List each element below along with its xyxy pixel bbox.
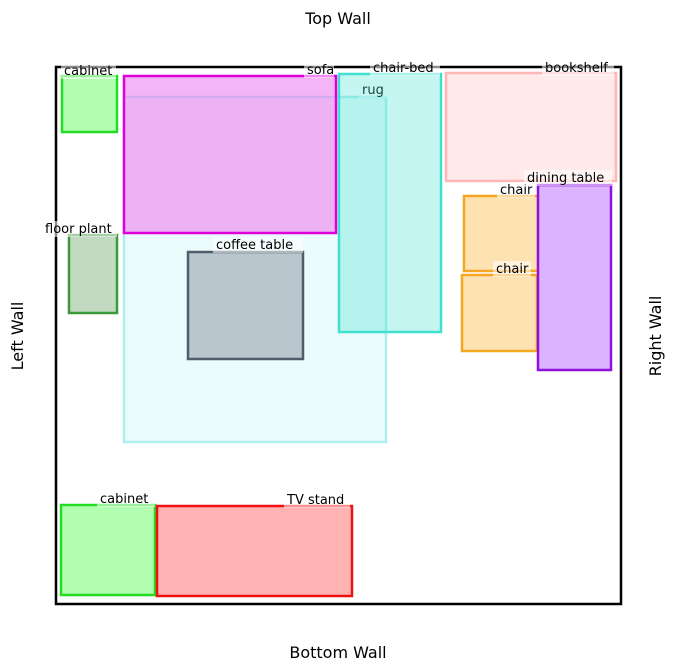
rug-label: rug xyxy=(362,83,384,98)
furniture-layer: rug sofa chair-bed bookshelf cabinet floor pl… xyxy=(42,60,618,598)
chair-bed-rect xyxy=(337,72,443,334)
furniture-cabinet-top: cabinet xyxy=(60,63,119,134)
floor-plant-label: floor plant xyxy=(45,222,112,237)
tv-stand-label-bg xyxy=(284,492,350,508)
dining-table-label: dining table xyxy=(527,171,604,186)
furniture-sofa: sofa xyxy=(122,62,338,235)
sofa-label-bg xyxy=(304,62,334,78)
top-wall-label: Top Wall xyxy=(304,9,371,28)
cabinet-bottom-label: cabinet xyxy=(100,492,148,507)
cabinet-top-label: cabinet xyxy=(64,64,112,79)
furniture-floor-plant: floor plant xyxy=(42,221,119,315)
coffee-table-label: coffee table xyxy=(216,238,293,253)
floor-plant-label-bg xyxy=(42,221,117,237)
dining-table-label-bg xyxy=(524,170,612,186)
cabinet-bottom-rect xyxy=(59,503,157,597)
floor-plant-rect xyxy=(67,233,119,315)
cabinet-top-label-bg xyxy=(61,63,116,79)
bookshelf-label: bookshelf xyxy=(545,61,608,76)
left-wall-label: Left Wall xyxy=(8,302,27,371)
chair-upper-label: chair xyxy=(500,183,533,198)
room-boundary xyxy=(54,65,623,606)
furniture-tv-stand: TV stand xyxy=(155,492,354,598)
right-wall-label: Right Wall xyxy=(646,296,665,377)
tv-stand-label: TV stand xyxy=(286,493,344,508)
chair-upper-rect xyxy=(462,194,540,273)
furniture-dining-table: dining table xyxy=(524,170,613,372)
tv-stand-rect xyxy=(155,504,354,598)
cabinet-top-rect xyxy=(60,74,119,134)
sofa-rect xyxy=(122,74,338,235)
chair-bed-label-bg xyxy=(370,60,440,76)
coffee-table-label-bg xyxy=(213,237,303,253)
chair-lower-rect xyxy=(460,273,539,353)
dining-table-rect xyxy=(536,183,613,372)
coffee-table-rect xyxy=(186,250,305,361)
sofa-label: sofa xyxy=(307,63,334,78)
furniture-bookshelf: bookshelf xyxy=(444,60,618,183)
furniture-chair-lower: chair xyxy=(460,261,539,353)
chair-bed-label: chair-bed xyxy=(373,61,434,76)
furniture-cabinet-bottom: cabinet xyxy=(59,491,157,597)
bottom-wall-label: Bottom Wall xyxy=(289,643,386,662)
furniture-chair-bed: chair-bed xyxy=(337,60,443,334)
bookshelf-label-bg xyxy=(542,60,614,76)
chair-lower-label-bg xyxy=(493,261,531,277)
cabinet-bottom-label-bg xyxy=(97,491,155,507)
rug-label-bg xyxy=(359,82,387,98)
bookshelf-rect xyxy=(444,71,618,183)
chair-lower-label: chair xyxy=(496,262,529,277)
furniture-chair-upper: chair xyxy=(462,182,540,273)
furniture-coffee-table: coffee table xyxy=(186,237,305,361)
